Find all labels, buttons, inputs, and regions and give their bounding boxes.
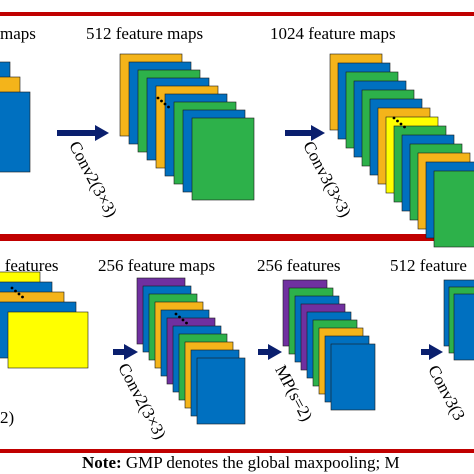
stack-256-maps xyxy=(136,277,246,425)
stack-512 xyxy=(119,53,255,201)
dots-512-dot xyxy=(156,96,160,100)
stack-512-map xyxy=(191,117,255,201)
dots-256-maps-dot xyxy=(174,312,178,316)
label-6-features: 6 features xyxy=(0,256,59,275)
panel-bottom-border xyxy=(0,237,474,453)
stack-maps-partial-map xyxy=(0,91,31,173)
stack-256-features xyxy=(282,279,376,411)
op-partial-left: 2) xyxy=(0,408,15,427)
dots-512-dot xyxy=(160,99,163,103)
dots-1024-dot xyxy=(403,125,406,129)
label-256-features: 256 features xyxy=(257,256,341,275)
dots-6-features-dot xyxy=(21,295,24,299)
dots-512-dot xyxy=(167,105,170,109)
panel-top-border xyxy=(0,12,474,238)
note-text: GMP denotes the global maxpooling; M xyxy=(125,453,400,472)
dots-256-maps-dot xyxy=(185,321,188,325)
stack-6-features-map xyxy=(7,311,89,369)
stack-1024-map xyxy=(433,170,474,248)
dots-6-features xyxy=(10,286,24,299)
dots-6-features-dot xyxy=(17,292,21,296)
stack-256-maps-map xyxy=(196,357,246,425)
stack-maps-partial xyxy=(0,61,31,173)
note-label: Note: xyxy=(82,453,122,472)
stack-512-partial xyxy=(443,279,474,361)
dots-256-maps-dot xyxy=(181,318,185,322)
dots-1024 xyxy=(392,116,406,129)
arrow-conv2-bottom xyxy=(113,344,138,360)
dots-1024-dot xyxy=(399,122,403,126)
stack-1024 xyxy=(329,53,474,248)
arrow-conv3-bottom xyxy=(421,344,443,360)
dots-6-features-dot xyxy=(10,286,14,290)
label-256-feature-maps: 256 feature maps xyxy=(98,256,216,275)
arrow-conv3-top xyxy=(285,125,325,141)
label-maps: maps xyxy=(0,24,36,43)
stack-6-features xyxy=(0,271,89,369)
dots-256-maps xyxy=(174,312,188,325)
dots-256-maps-dot xyxy=(178,315,181,319)
note-line: Note: GMP denotes the global maxpooling;… xyxy=(82,453,400,473)
dots-512 xyxy=(156,96,170,109)
label-512-feature: 512 feature xyxy=(390,256,467,275)
dots-1024-dot xyxy=(392,116,396,120)
dots-6-features-dot xyxy=(14,289,17,293)
arrow-mp-bottom xyxy=(258,344,282,360)
stack-512-partial-map xyxy=(453,293,474,361)
stack-256-features-map xyxy=(330,343,376,411)
arrow-conv2-top xyxy=(57,125,109,141)
dots-512-dot xyxy=(163,102,167,106)
label-512-feature-maps: 512 feature maps xyxy=(86,24,204,43)
dots-1024-dot xyxy=(396,119,399,123)
label-1024-feature-maps: 1024 feature maps xyxy=(270,24,396,43)
